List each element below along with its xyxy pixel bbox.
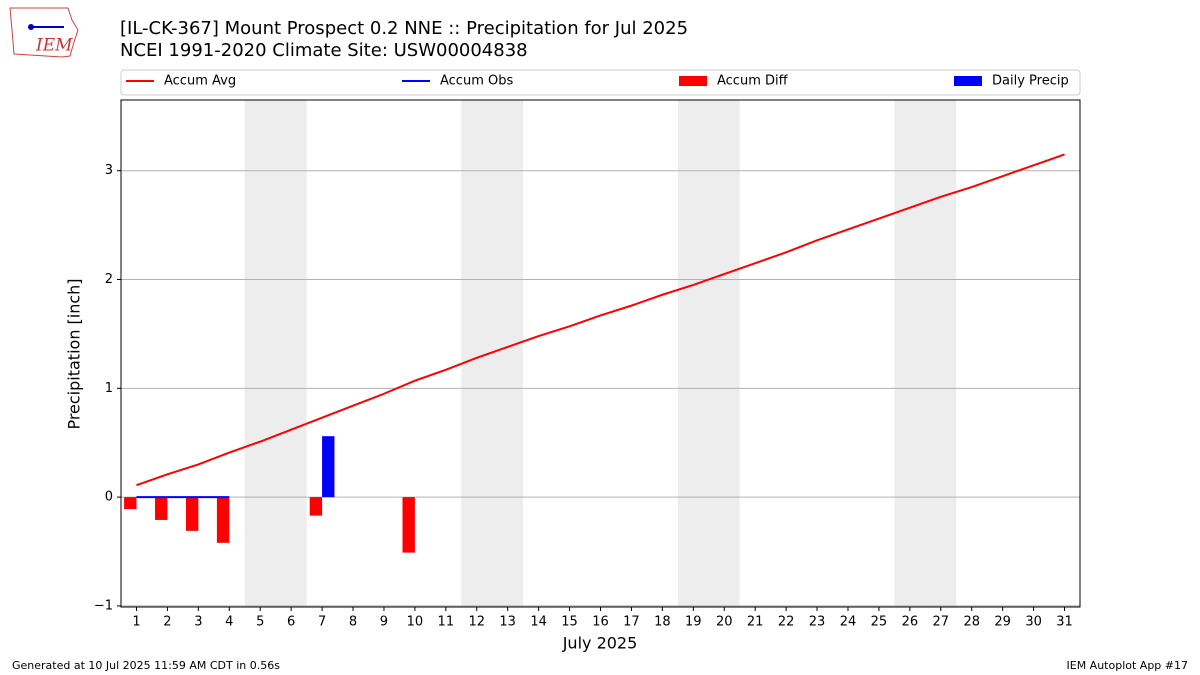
- x-tick-label: 9: [380, 615, 388, 630]
- weekend-shade: [677, 100, 740, 607]
- x-tick-label: 16: [592, 615, 609, 630]
- bar: [322, 436, 335, 498]
- chart-subtitle: NCEI 1991-2020 Climate Site: USW00004838: [120, 40, 528, 61]
- y-tick-label: −1: [94, 598, 113, 613]
- y-tick-label: 0: [105, 490, 113, 505]
- x-tick-label: 22: [778, 615, 795, 630]
- x-tick-label: 6: [287, 615, 295, 630]
- legend-label: Accum Diff: [717, 74, 789, 89]
- x-tick-label: 4: [225, 615, 233, 630]
- y-tick-label: 3: [105, 163, 113, 178]
- legend-label: Daily Precip: [992, 74, 1069, 89]
- x-tick-label: 20: [716, 615, 733, 630]
- footer-left: Generated at 10 Jul 2025 11:59 AM CDT in…: [12, 659, 280, 672]
- legend-box: [120, 69, 1081, 96]
- y-tick-label: 1: [105, 381, 113, 396]
- bar: [124, 497, 137, 510]
- logo-text: IEM: [35, 36, 73, 56]
- x-tick-label: 14: [530, 615, 547, 630]
- weekend-shade: [461, 100, 524, 607]
- x-tick-label: 30: [1025, 615, 1042, 630]
- x-tick-label: 12: [468, 615, 485, 630]
- x-tick-label: 5: [256, 615, 264, 630]
- x-tick-label: 26: [902, 615, 919, 630]
- weekend-shade: [894, 100, 957, 607]
- footer-right: IEM Autoplot App #17: [1067, 659, 1189, 672]
- y-axis-label: Precipitation [inch]: [65, 278, 84, 429]
- legend-label: Accum Avg: [164, 74, 236, 89]
- y-tick-label: 2: [105, 272, 113, 287]
- x-tick-label: 28: [963, 615, 980, 630]
- x-tick-label: 15: [561, 615, 578, 630]
- x-tick-label: 7: [318, 615, 326, 630]
- x-tick-label: 2: [163, 615, 171, 630]
- x-tick-label: 13: [499, 615, 516, 630]
- x-tick-label: 11: [438, 615, 455, 630]
- x-tick-label: 1: [132, 615, 140, 630]
- x-tick-label: 8: [349, 615, 357, 630]
- legend-swatch: [954, 76, 982, 86]
- x-tick-label: 10: [407, 615, 424, 630]
- x-tick-label: 21: [747, 615, 764, 630]
- x-tick-label: 31: [1056, 615, 1073, 630]
- x-tick-label: 27: [933, 615, 950, 630]
- logo: IEM: [9, 7, 79, 58]
- x-tick-label: 25: [871, 615, 888, 630]
- line: [136, 153, 1065, 487]
- bar: [185, 497, 199, 531]
- weekend-shade: [244, 100, 307, 607]
- x-tick-label: 29: [994, 615, 1011, 630]
- x-tick-label: 23: [809, 615, 826, 630]
- legend-swatch: [679, 76, 707, 86]
- x-tick-label: 18: [654, 615, 671, 630]
- x-axis-label: July 2025: [562, 634, 638, 653]
- bar: [155, 497, 168, 520]
- bar: [216, 497, 230, 543]
- x-tick-label: 17: [623, 615, 640, 630]
- x-tick-label: 3: [194, 615, 202, 630]
- bar: [309, 497, 323, 516]
- legend-label: Accum Obs: [440, 74, 513, 89]
- bar: [402, 497, 415, 553]
- x-tick-label: 19: [685, 615, 702, 630]
- chart-title: [IL-CK-367] Mount Prospect 0.2 NNE :: Pr…: [120, 18, 688, 39]
- x-tick-label: 24: [840, 615, 857, 630]
